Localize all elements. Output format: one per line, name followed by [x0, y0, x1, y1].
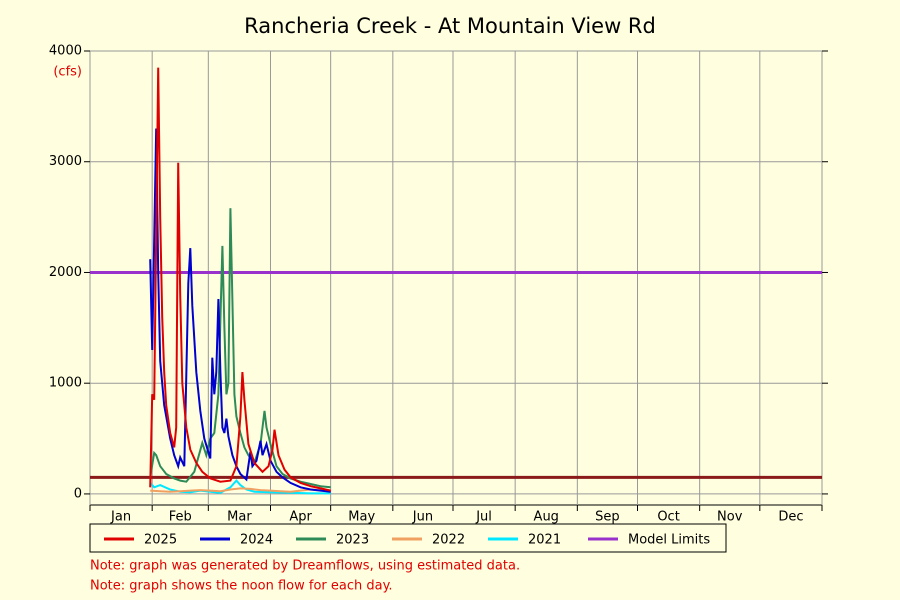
- legend-label: 2023: [336, 533, 369, 548]
- legend-label: 2022: [432, 533, 465, 548]
- legend-label: 2025: [144, 533, 177, 548]
- y-tick-label: 3000: [49, 154, 82, 169]
- x-tick-label: Sep: [595, 510, 620, 525]
- legend-label: 2021: [528, 533, 561, 548]
- y-tick-label: 1000: [49, 376, 82, 391]
- legend-label: 2024: [240, 533, 273, 548]
- series-line: [150, 487, 331, 493]
- y-tick-label: 4000: [49, 44, 82, 59]
- x-tick-label: Aug: [534, 510, 559, 525]
- x-tick-label: Dec: [778, 510, 803, 525]
- series-line: [149, 208, 331, 489]
- x-tick-label: May: [348, 510, 375, 525]
- y-unit: (cfs): [53, 65, 82, 80]
- note: Note: graph shows the noon flow for each…: [90, 579, 393, 594]
- series-line: [149, 128, 331, 493]
- series-line: [149, 67, 331, 492]
- chart-title: Rancheria Creek - At Mountain View Rd: [244, 14, 656, 38]
- x-tick-label: Nov: [717, 510, 743, 525]
- y-tick-label: 0: [74, 486, 82, 501]
- x-tick-label: Jul: [475, 510, 492, 525]
- x-tick-label: Mar: [227, 510, 252, 525]
- x-tick-label: Oct: [657, 510, 679, 525]
- legend-box: [89, 523, 727, 553]
- x-tick-label: Jan: [110, 510, 131, 525]
- note: Note: graph was generated by Dreamflows,…: [90, 559, 520, 574]
- legend-label: Model Limits: [628, 533, 710, 548]
- x-tick-label: Feb: [169, 510, 192, 525]
- y-tick-label: 2000: [49, 265, 82, 280]
- x-tick-label: Apr: [289, 510, 312, 525]
- x-tick-label: Jun: [412, 510, 433, 525]
